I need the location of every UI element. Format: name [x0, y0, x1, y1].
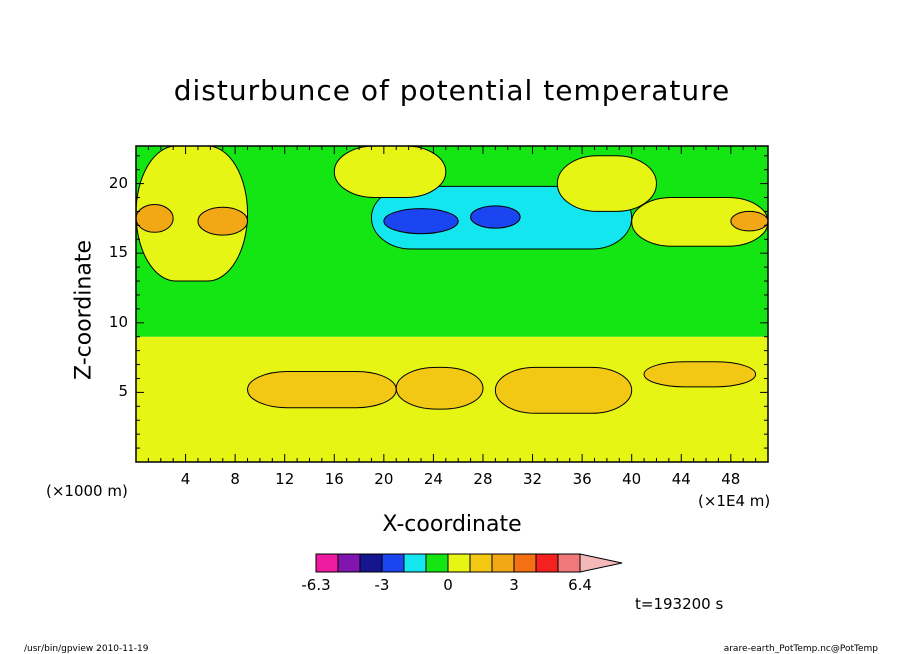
- colorbar-swatch: [557, 553, 581, 573]
- y-axis-label: Z-coordinate: [71, 240, 97, 380]
- y-tick-label: 15: [108, 243, 128, 262]
- contour-region-warm-band: [247, 371, 397, 409]
- x-tick-label: 8: [230, 470, 240, 488]
- colorbar-label: 0: [443, 576, 453, 594]
- contour-region-warm-band: [395, 366, 484, 410]
- x-tick-label: 4: [180, 470, 191, 488]
- contour-region-cold-core: [470, 205, 521, 229]
- x-tick-label: 40: [622, 470, 642, 488]
- colorbar-swatch: [491, 553, 515, 573]
- colorbar-swatch: [337, 553, 361, 573]
- colorbar-swatch: [447, 553, 471, 573]
- x-tick-label: 36: [572, 470, 592, 488]
- colorbar-label: 3: [509, 576, 519, 594]
- y-tick-label: 20: [108, 173, 128, 192]
- footer-program: /usr/bin/gpview 2010-11-19: [24, 644, 149, 654]
- colorbar-label: -3: [374, 576, 390, 594]
- colorbar-arrow: [579, 553, 623, 573]
- colorbar-label: 6.4: [568, 576, 592, 594]
- x-axis-label: X-coordinate: [382, 512, 522, 537]
- x-tick-label: 48: [721, 470, 741, 488]
- colorbar-swatch: [469, 553, 493, 573]
- contour-region-warm-band: [494, 366, 633, 414]
- contour-region-upper-warm: [333, 146, 447, 198]
- colorbar-swatch: [315, 553, 339, 573]
- x-tick-label: 44: [671, 470, 691, 488]
- x-tick-label: 24: [423, 470, 443, 488]
- x-tick-label: 32: [523, 470, 543, 488]
- chart-title: disturbunce of potential temperature: [173, 74, 731, 107]
- footer-source: arare-earth_PotTemp.nc@PotTemp: [723, 644, 878, 654]
- y-tick-label: 10: [108, 312, 128, 331]
- x-tick-label: 12: [275, 470, 295, 488]
- contour-field: [136, 146, 768, 462]
- contour-region-upper-hot: [197, 206, 249, 236]
- y-unit-label: (×1E4 m): [698, 492, 771, 510]
- plot-frame: [135, 145, 769, 463]
- contour-region-upper-warm: [136, 146, 249, 282]
- colorbar-swatch: [425, 553, 449, 573]
- colorbar-swatch: [513, 553, 537, 573]
- contour-region-upper-warm: [556, 155, 657, 212]
- contour-region-upper-warm: [631, 197, 768, 247]
- x-unit-label: (×1000 m): [46, 482, 128, 500]
- x-tick-label: 16: [324, 470, 344, 488]
- colorbar-label: -6.3: [301, 576, 331, 594]
- y-tick-label: 5: [118, 382, 128, 401]
- axis-ticks: [135, 146, 769, 462]
- contour-region-warm-band: [643, 361, 757, 388]
- colorbar-swatch: [403, 553, 427, 573]
- contour-region-cold-core: [383, 208, 459, 235]
- colorbar-swatch: [535, 553, 559, 573]
- x-tick-label: 20: [374, 470, 394, 488]
- contour-region-upper-hot: [730, 210, 768, 232]
- colorbar-swatch: [359, 553, 383, 573]
- contour-region-upper-hot: [136, 203, 174, 233]
- colorbar: [315, 553, 623, 573]
- colorbar-swatch: [381, 553, 405, 573]
- x-tick-label: 28: [473, 470, 493, 488]
- time-label: t=193200 s: [635, 595, 724, 613]
